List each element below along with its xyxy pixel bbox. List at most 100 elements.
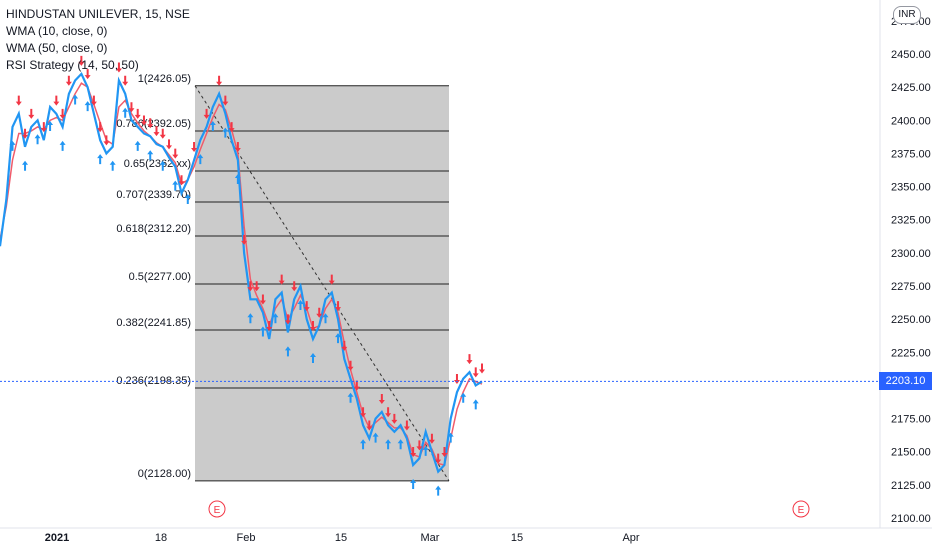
sell-signal [247, 281, 254, 292]
buy-signal [335, 333, 342, 344]
sell-signal [291, 281, 298, 292]
time-tick-label: Mar [421, 532, 440, 544]
buy-signal [34, 134, 41, 145]
sell-signal [335, 301, 342, 312]
sell-signal [40, 122, 47, 133]
price-tick-label: 2250.00 [891, 314, 931, 326]
buy-signal [472, 399, 479, 410]
time-tick-label: 15 [511, 532, 523, 544]
sell-signal [115, 62, 122, 73]
price-tick-label: 2450.00 [891, 49, 931, 61]
sell-signal [441, 446, 448, 457]
earnings-event-marker[interactable] [208, 500, 226, 518]
time-tick-label: 15 [335, 532, 347, 544]
fib-level-label: 0.382(2241.85) [116, 317, 191, 329]
buy-signal [159, 160, 166, 171]
fib-level-label: 0.786(2392.05) [116, 118, 191, 130]
sell-signal [222, 95, 229, 106]
sell-signal [253, 281, 260, 292]
sell-signal [241, 234, 248, 245]
fib-level-label: 0.618(2312.20) [116, 223, 191, 235]
buy-signal [410, 478, 417, 489]
buy-signal [197, 154, 204, 165]
time-tick-label: Apr [622, 532, 639, 544]
sell-signal [147, 118, 154, 129]
sell-signal [428, 433, 435, 444]
sell-signal [353, 380, 360, 391]
buy-signal [397, 439, 404, 450]
chart-legend: HINDUSTAN UNILEVER, 15, NSE WMA (10, clo… [6, 6, 190, 74]
buy-signal [347, 392, 354, 403]
buy-signal [447, 432, 454, 443]
price-tick-label: 2175.00 [891, 414, 931, 426]
strategy-signals [9, 55, 485, 496]
sell-signal [140, 115, 147, 126]
sell-signal [385, 407, 392, 418]
buy-signal [122, 107, 129, 118]
sell-signal [309, 321, 316, 332]
sell-signal [78, 55, 85, 66]
sell-signal [466, 354, 473, 365]
sell-signal [203, 108, 210, 119]
sell-signal [284, 314, 291, 325]
buy-signal [360, 439, 367, 450]
sell-signal [22, 128, 29, 139]
buy-signal [272, 313, 279, 324]
buy-signal [422, 445, 429, 456]
sell-signal [134, 108, 141, 119]
price-tick-label: 2375.00 [891, 148, 931, 160]
sell-signal [453, 374, 460, 385]
buy-signal [460, 392, 467, 403]
earnings-event-marker[interactable] [792, 500, 810, 518]
sell-signal [435, 453, 442, 464]
buy-signal [22, 160, 29, 171]
currency-badge[interactable]: INR [893, 6, 921, 24]
price-tick-label: 2425.00 [891, 82, 931, 94]
sell-signal [366, 420, 373, 431]
buy-signal [109, 160, 116, 171]
rsi-strategy-legend[interactable]: RSI Strategy (14, 50, 50) [6, 58, 139, 72]
sell-signal [228, 122, 235, 133]
buy-signal [284, 346, 291, 357]
buy-signal [435, 485, 442, 496]
sell-signal [378, 393, 385, 404]
price-tick-label: 2100.00 [891, 513, 931, 525]
sell-signal [328, 274, 335, 285]
sell-signal [479, 363, 485, 374]
buy-signal [59, 140, 66, 151]
sell-signal [341, 340, 348, 351]
buy-signal [84, 101, 91, 112]
fib-level-label: 1(2426.05) [138, 73, 191, 85]
sell-signal [403, 420, 410, 431]
sell-signal [166, 139, 173, 150]
buy-signal [247, 313, 254, 324]
buy-signal [222, 127, 229, 138]
sell-signal [472, 367, 479, 378]
sell-signal [59, 108, 66, 119]
buy-signal [97, 154, 104, 165]
sell-signal [360, 407, 367, 418]
sell-signal [416, 440, 423, 451]
fib-level-label: 0.707(2339.70) [116, 189, 191, 201]
sell-signal [97, 122, 104, 133]
wma10-legend[interactable]: WMA (10, close, 0) [6, 24, 108, 38]
buy-signal [134, 140, 141, 151]
buy-signal [259, 326, 266, 337]
symbol-title[interactable]: HINDUSTAN UNILEVER, 15, NSE [6, 7, 190, 21]
sell-signal [347, 360, 354, 371]
sell-signal [15, 95, 22, 106]
sell-signal [28, 108, 35, 119]
price-axis: 2100.002125.002150.002175.002200.002225.… [891, 16, 931, 525]
sell-signal [234, 142, 241, 153]
sell-signal [303, 301, 310, 312]
sell-signal [122, 75, 129, 86]
buy-signal [309, 353, 316, 364]
buy-signal [47, 121, 54, 132]
sell-signal [128, 102, 135, 113]
sell-signal [216, 75, 223, 86]
buy-signal [322, 313, 329, 324]
sell-signal [278, 274, 285, 285]
wma50-legend[interactable]: WMA (50, close, 0) [6, 41, 108, 55]
